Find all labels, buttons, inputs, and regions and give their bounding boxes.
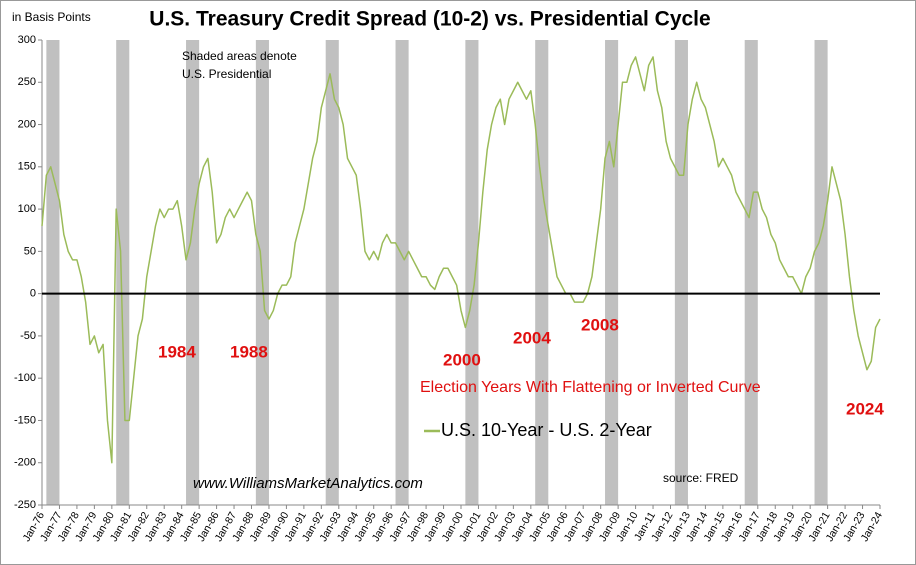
y-tick-label: 200 xyxy=(18,118,36,130)
series-line xyxy=(41,56,881,464)
note-line: Shaded areas denote xyxy=(182,49,297,63)
y-axis-label: in Basis Points xyxy=(12,10,91,24)
election-label: 2008 xyxy=(581,315,619,334)
election-shade xyxy=(116,40,130,505)
website: www.WilliamsMarketAnalytics.com xyxy=(193,475,423,492)
y-tick-label: 100 xyxy=(18,203,36,215)
election-label: 2004 xyxy=(513,328,551,347)
election-shade xyxy=(465,40,479,505)
chart-title: U.S. Treasury Credit Spread (10-2) vs. P… xyxy=(149,8,710,31)
y-tick-label: 150 xyxy=(18,161,36,173)
y-tick-label: -100 xyxy=(14,372,36,384)
annotation: Election Years With Flattening or Invert… xyxy=(420,379,761,396)
y-tick-label: -250 xyxy=(14,499,36,511)
note-line: U.S. Presidential xyxy=(182,67,271,81)
y-tick-label: 0 xyxy=(30,288,36,300)
y-tick-label: -150 xyxy=(14,414,36,426)
election-shade xyxy=(814,40,828,505)
plot-layer: -250-200-150-100-50050100150200250300Jan… xyxy=(14,34,885,544)
election-shade xyxy=(674,40,688,505)
election-label: 2024 xyxy=(846,399,884,418)
election-label: 2000 xyxy=(443,350,481,369)
y-tick-label: -50 xyxy=(20,330,36,342)
y-tick-label: 300 xyxy=(18,34,36,46)
source: source: FRED xyxy=(663,471,739,485)
election-label: 1988 xyxy=(230,342,268,361)
election-shade xyxy=(186,40,200,505)
election-shade xyxy=(325,40,339,505)
election-shade xyxy=(395,40,409,505)
legend-label: U.S. 10-Year - U.S. 2-Year xyxy=(441,420,652,440)
y-tick-label: -200 xyxy=(14,457,36,469)
election-shade xyxy=(744,40,758,505)
y-tick-label: 250 xyxy=(18,76,36,88)
election-shade xyxy=(46,40,60,505)
election-label: 1984 xyxy=(158,342,196,361)
y-tick-label: 50 xyxy=(24,245,36,257)
